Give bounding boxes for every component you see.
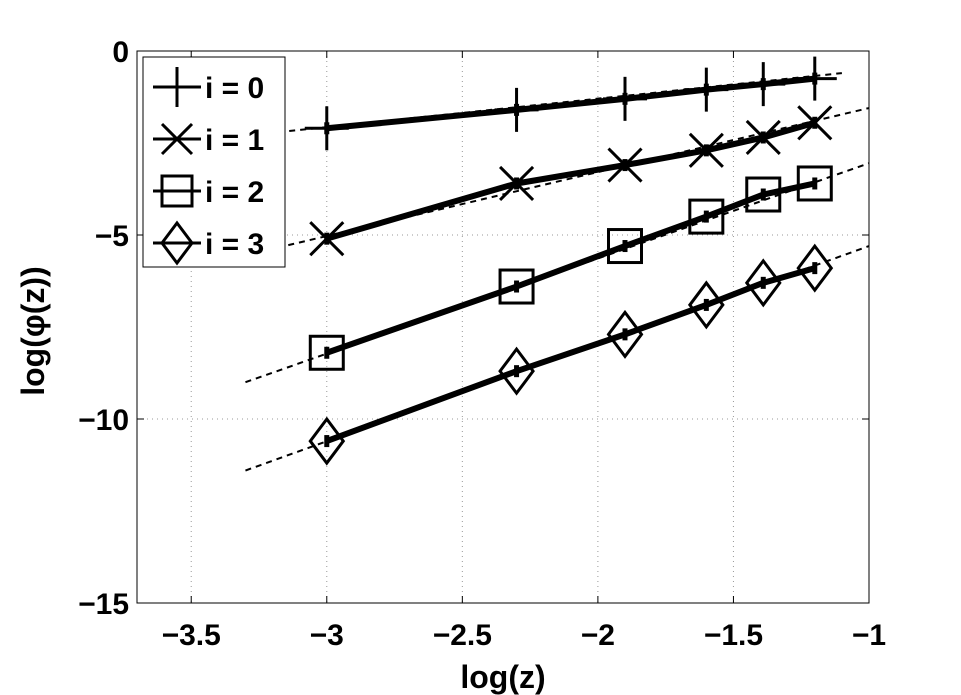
data-point-x [688,132,724,168]
marker-stroke [308,334,345,371]
data-point-plus [304,106,349,151]
marker-stroke [744,258,782,308]
legend: i = 0 i = 1 i = 2 i = 3 [142,56,286,268]
x-tick-label: −3.5 [162,619,221,652]
marker-stroke [160,220,194,266]
legend-marker-diamond [160,220,194,266]
marker-stroke [308,416,346,466]
legend-marker-x [160,122,194,156]
data-point-diamond [744,258,782,308]
marker-stroke [160,122,194,156]
data-point-plus [684,67,729,112]
data-point-x [797,105,833,141]
data-point-square [498,268,535,305]
y-tick-label: −15 [78,588,129,621]
y-tick-label: 0 [112,36,129,69]
series-line-1 [325,119,816,242]
marker-stroke [797,105,833,141]
data-point-plus [741,62,786,107]
legend-entry-label: i = 3 [205,228,264,261]
series-line-0 [326,75,816,132]
marker-stroke [745,119,781,156]
data-point-square [796,165,833,202]
marker-stroke [607,228,643,265]
data-point-x [607,147,643,183]
marker-stroke [607,147,643,183]
data-point-square [308,334,345,371]
plot-frame [136,50,870,604]
tick-layer: −3.5 −3 −2.5 −2 −1.5 −10−5−10−15 [78,36,886,652]
legend-entry-label: i = 2 [205,176,264,209]
y-tick-label: −5 [95,220,129,253]
data-point-diamond [498,346,535,396]
x-tick-label: −2.5 [433,619,492,652]
y-axis-label: log(φ(z)) [15,266,51,396]
y-tick-label: −10 [78,404,129,437]
marker-stroke [796,165,833,202]
legend-entry-label: i = 0 [205,72,264,105]
data-point-square [607,228,643,265]
marker-stroke [498,165,535,202]
x-tick-label: −3 [310,619,344,652]
data-point-diamond [308,416,346,466]
marker-stroke [498,346,535,396]
data-point-diamond [687,280,725,330]
marker-stroke [309,221,345,257]
marker-stroke [606,309,644,359]
series-line-2 [325,180,816,356]
legend-marker-plus [157,67,197,107]
data-point-plus [792,56,837,101]
data-point-x [309,221,345,257]
data-point-plus [603,76,647,121]
x-axis-label: log(z) [460,659,545,695]
marker-stroke [160,174,194,208]
marker-stroke [687,280,725,330]
legend-marker-square [160,174,194,208]
data-point-diamond [796,243,834,293]
marker-stroke [688,132,724,168]
marker-stroke [688,198,725,235]
data-point-x [745,119,781,156]
marker-stroke [498,268,535,305]
x-tick-label: −1.5 [704,619,763,652]
data-point-plus [494,87,539,132]
x-tick-label: −2 [581,619,615,652]
series-line-3 [325,265,816,444]
marker-stroke [796,243,834,293]
data-point-square [688,198,725,235]
series-layer [304,56,837,466]
legend-entry-label: i = 1 [205,124,264,157]
legend-box [142,56,286,268]
data-point-x [498,165,535,202]
data-point-square [745,176,782,213]
data-point-diamond [606,309,644,359]
x-tick-label: −1 [852,619,886,652]
marker-stroke [745,176,782,213]
